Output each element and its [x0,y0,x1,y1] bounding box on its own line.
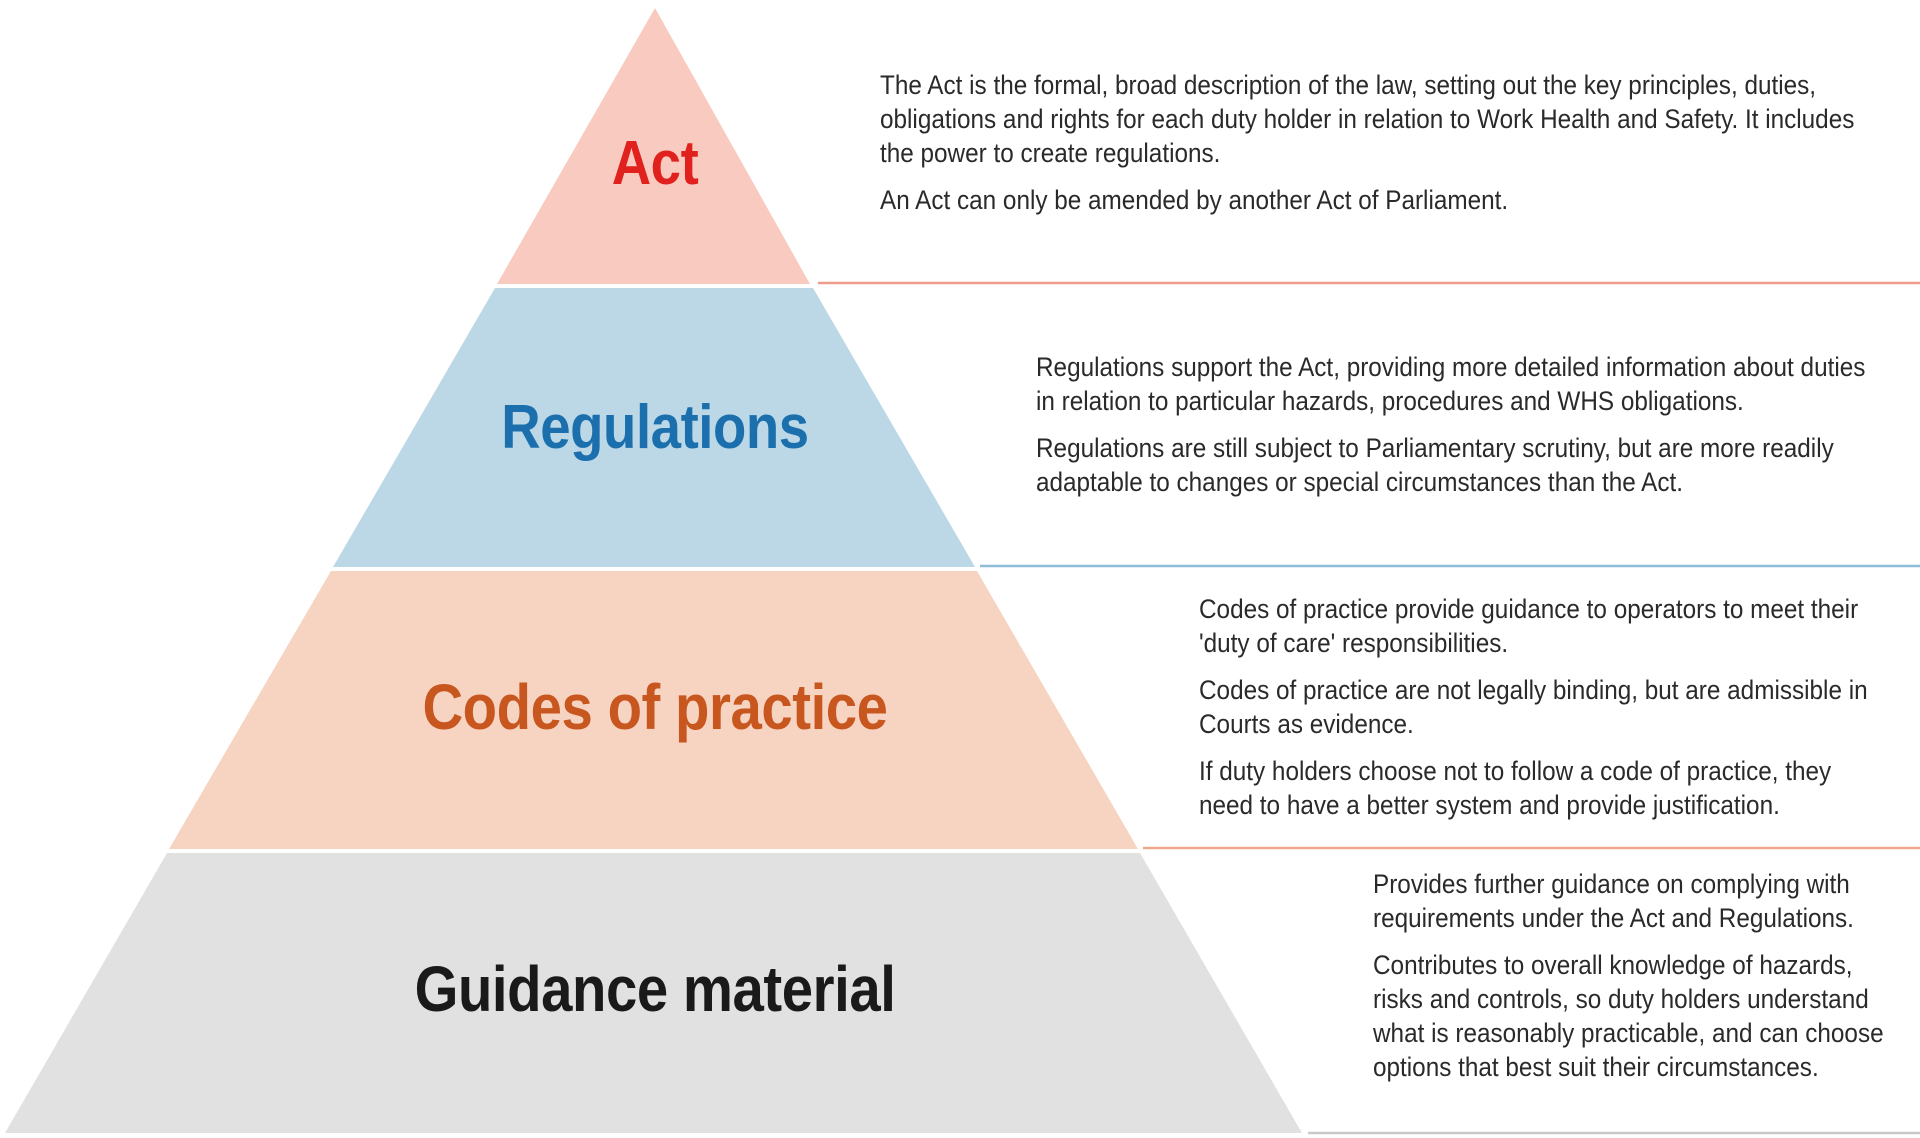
tier-guidance-title: Guidance material [414,953,896,1025]
tier-act-title: Act [611,129,699,198]
tier-codes-title: Codes of practice [422,671,888,743]
tier-codes-shape [169,571,1138,849]
codes-paragraph: Codes of practice provide guidance to op… [1199,594,1859,658]
regulations-paragraph: Regulations are still subject to Parliam… [1036,433,1834,497]
tier-regulations-description: Regulations support the Act, providing m… [1036,350,1881,512]
guidance-paragraph: Contributes to overall knowledge of haza… [1373,950,1884,1082]
tier-regulations-shape [333,288,975,567]
tier-guidance-description: Provides further guidance on complying w… [1373,867,1888,1097]
codes-paragraph: Codes of practice are not legally bindin… [1199,675,1868,739]
tier-regulations-title: Regulations [501,393,809,462]
tier-codes-description: Codes of practice provide guidance to op… [1199,592,1879,835]
codes-paragraph: If duty holders choose not to follow a c… [1199,756,1832,820]
regulations-paragraph: Regulations support the Act, providing m… [1036,352,1866,416]
act-paragraph: The Act is the formal, broad description… [880,70,1855,168]
guidance-paragraph: Provides further guidance on complying w… [1373,869,1854,933]
tier-act-description: The Act is the formal, broad description… [880,68,1880,230]
tier-act-shape [497,8,810,284]
act-paragraph: An Act can only be amended by another Ac… [880,185,1509,215]
tier-guidance-shape [5,853,1302,1133]
